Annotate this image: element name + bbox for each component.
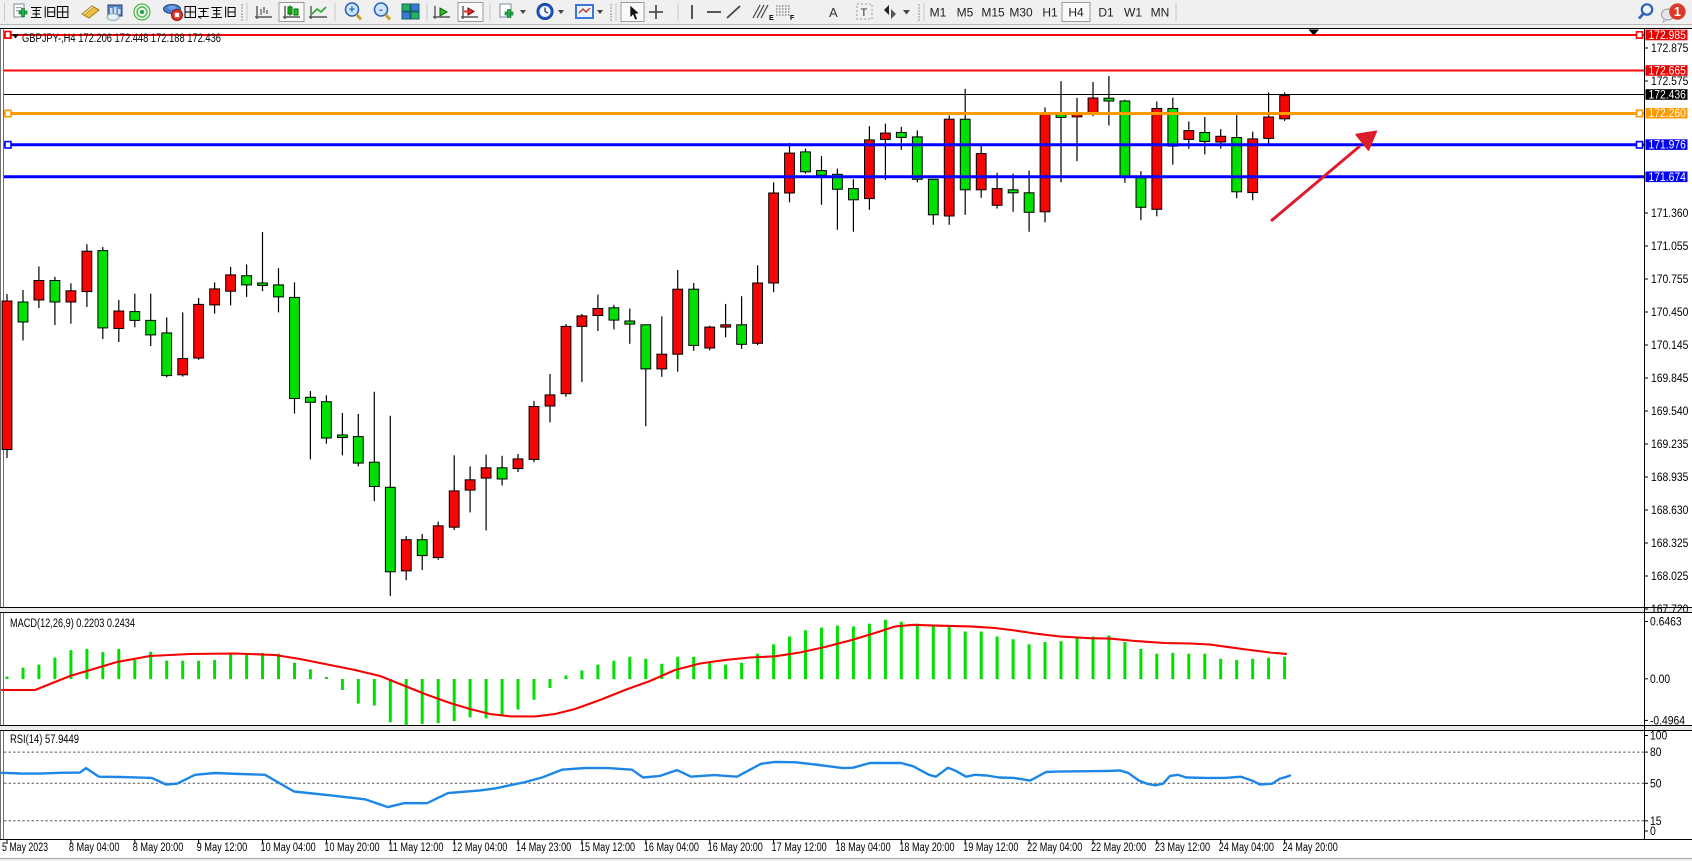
svg-text:171.674: 171.674 (1649, 172, 1687, 184)
svg-text:F: F (790, 15, 795, 22)
svg-text:A: A (829, 5, 838, 20)
svg-text:15 May 12:00: 15 May 12:00 (580, 842, 635, 854)
svg-text:15: 15 (1650, 816, 1662, 828)
svg-text:172.665: 172.665 (1649, 66, 1686, 78)
svg-text:18 May 20:00: 18 May 20:00 (899, 842, 954, 854)
svg-text:169.235: 169.235 (1651, 439, 1688, 451)
svg-text:12 May 04:00: 12 May 04:00 (452, 842, 507, 854)
svg-text:168.935: 168.935 (1651, 472, 1688, 484)
svg-text:H4: H4 (1068, 6, 1084, 20)
svg-text:M5: M5 (957, 6, 974, 20)
svg-text:GBPJPY-,H4 172.206 172.448 17: GBPJPY-,H4 172.206 172.448 172.188 172.4… (22, 33, 221, 45)
svg-text:171.055: 171.055 (1651, 241, 1688, 253)
svg-text:24 May 20:00: 24 May 20:00 (1283, 842, 1338, 854)
svg-text:169.540: 169.540 (1651, 406, 1688, 418)
svg-text:170.145: 170.145 (1651, 340, 1688, 352)
svg-text:M30: M30 (1009, 6, 1033, 20)
svg-text:22 May 04:00: 22 May 04:00 (1027, 842, 1082, 854)
svg-text:22 May 20:00: 22 May 20:00 (1091, 842, 1146, 854)
svg-text:17 May 12:00: 17 May 12:00 (772, 842, 827, 854)
svg-text:MACD(12,26,9) 0.2203 0.2434: MACD(12,26,9) 0.2203 0.2434 (10, 618, 135, 630)
svg-text:172.436: 172.436 (1649, 90, 1686, 102)
svg-text:172.985: 172.985 (1649, 30, 1686, 42)
svg-text:170.450: 170.450 (1651, 307, 1688, 319)
svg-text:170.755: 170.755 (1651, 274, 1688, 286)
svg-text:80: 80 (1650, 747, 1662, 759)
svg-text:RSI(14) 57.9449: RSI(14) 57.9449 (10, 734, 79, 746)
svg-text:D1: D1 (1098, 6, 1114, 20)
svg-text:100: 100 (1650, 731, 1667, 743)
svg-text:-: - (379, 4, 383, 16)
svg-text:16 May 20:00: 16 May 20:00 (708, 842, 763, 854)
svg-text:168.325: 168.325 (1651, 538, 1688, 550)
svg-text:0.6463: 0.6463 (1650, 617, 1682, 629)
svg-text:8 May 04:00: 8 May 04:00 (69, 842, 120, 854)
svg-text:14 May 23:00: 14 May 23:00 (516, 842, 571, 854)
svg-text:168.025: 168.025 (1651, 571, 1688, 583)
svg-text:171.360: 171.360 (1651, 208, 1688, 220)
svg-text:18 May 04:00: 18 May 04:00 (835, 842, 890, 854)
svg-text:5 May 2023: 5 May 2023 (2, 842, 48, 854)
svg-text:-0.4964: -0.4964 (1650, 715, 1686, 727)
svg-text:T: T (861, 7, 868, 19)
svg-text:172.260: 172.260 (1649, 108, 1686, 120)
svg-text:16 May 04:00: 16 May 04:00 (644, 842, 699, 854)
svg-text:10 May 20:00: 10 May 20:00 (324, 842, 379, 854)
svg-text:M1: M1 (930, 6, 947, 20)
svg-text:11 May 12:00: 11 May 12:00 (388, 842, 443, 854)
svg-text:23 May 12:00: 23 May 12:00 (1155, 842, 1210, 854)
svg-text:172.875: 172.875 (1651, 43, 1688, 55)
svg-text:168.630: 168.630 (1651, 505, 1688, 517)
svg-text:171.976: 171.976 (1649, 140, 1686, 152)
svg-text:+: + (349, 4, 355, 16)
svg-text:50: 50 (1650, 778, 1662, 790)
svg-text:9 May 12:00: 9 May 12:00 (197, 842, 248, 854)
svg-text:1: 1 (1674, 5, 1681, 19)
svg-text:MN: MN (1151, 6, 1170, 20)
svg-text:H1: H1 (1042, 6, 1058, 20)
svg-text:24 May 04:00: 24 May 04:00 (1219, 842, 1274, 854)
svg-text:W1: W1 (1124, 6, 1142, 20)
svg-text:172.575: 172.575 (1651, 76, 1688, 88)
svg-text:19 May 12:00: 19 May 12:00 (963, 842, 1018, 854)
svg-text:169.845: 169.845 (1651, 373, 1688, 385)
svg-text:0.00: 0.00 (1650, 674, 1670, 686)
svg-text:E: E (769, 15, 774, 22)
svg-text:10 May 04:00: 10 May 04:00 (261, 842, 316, 854)
svg-text:M15: M15 (981, 6, 1005, 20)
svg-text:0: 0 (1650, 826, 1656, 838)
svg-text:167.720: 167.720 (1651, 604, 1688, 616)
svg-text:8 May 20:00: 8 May 20:00 (133, 842, 184, 854)
